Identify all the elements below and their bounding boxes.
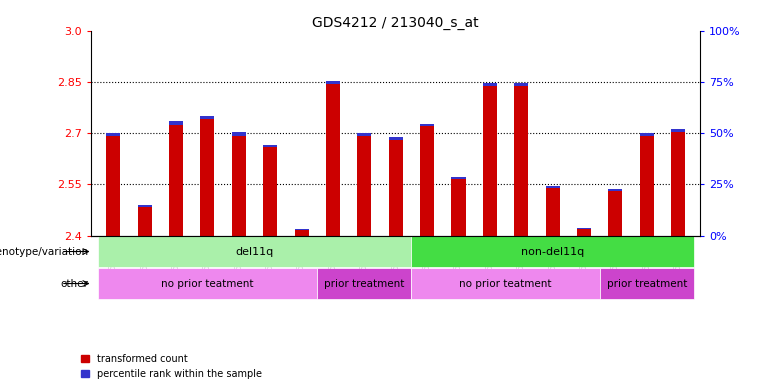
Bar	[420, 124, 435, 126]
Title: GDS4212 / 213040_s_at: GDS4212 / 213040_s_at	[313, 16, 479, 30]
Bar	[482, 86, 497, 235]
Bar	[107, 133, 120, 136]
Bar	[232, 136, 246, 235]
Bar	[389, 140, 403, 235]
Text: no prior teatment: no prior teatment	[161, 278, 253, 288]
Bar	[326, 84, 340, 235]
Bar	[546, 186, 559, 188]
Bar	[138, 207, 151, 235]
Bar	[232, 132, 246, 136]
Text: other: other	[60, 278, 88, 288]
Text: del11q: del11q	[235, 247, 274, 257]
Text: genotype/variation: genotype/variation	[0, 247, 88, 257]
Bar	[107, 136, 120, 235]
Bar	[200, 119, 215, 235]
Bar	[295, 229, 309, 230]
Bar	[97, 237, 412, 266]
Bar	[169, 121, 183, 124]
Bar	[200, 116, 215, 119]
Text: no prior teatment: no prior teatment	[460, 278, 552, 288]
Bar	[412, 237, 694, 266]
Bar	[600, 268, 694, 299]
Bar	[577, 229, 591, 235]
Bar	[577, 228, 591, 229]
Bar	[263, 147, 277, 235]
Bar	[451, 177, 466, 179]
Bar	[640, 136, 654, 235]
Text: prior treatment: prior treatment	[324, 278, 405, 288]
Bar	[412, 268, 600, 299]
Bar	[608, 191, 622, 235]
Bar	[97, 268, 317, 299]
Text: prior treatment: prior treatment	[607, 278, 687, 288]
Bar	[263, 146, 277, 147]
Bar	[317, 268, 412, 299]
Bar	[514, 86, 528, 235]
Bar	[169, 124, 183, 235]
Bar	[546, 188, 559, 235]
Bar	[295, 230, 309, 235]
Bar	[482, 83, 497, 86]
Bar	[357, 136, 371, 235]
Bar	[326, 81, 340, 84]
Bar	[640, 133, 654, 136]
Bar	[671, 129, 685, 132]
Bar	[608, 189, 622, 191]
Bar	[138, 205, 151, 207]
Legend: transformed count, percentile rank within the sample: transformed count, percentile rank withi…	[81, 354, 262, 379]
Bar	[451, 179, 466, 235]
Bar	[420, 126, 435, 235]
Bar	[357, 133, 371, 136]
Bar	[389, 137, 403, 140]
Bar	[514, 83, 528, 86]
Text: non-del11q: non-del11q	[521, 247, 584, 257]
Bar	[671, 132, 685, 235]
